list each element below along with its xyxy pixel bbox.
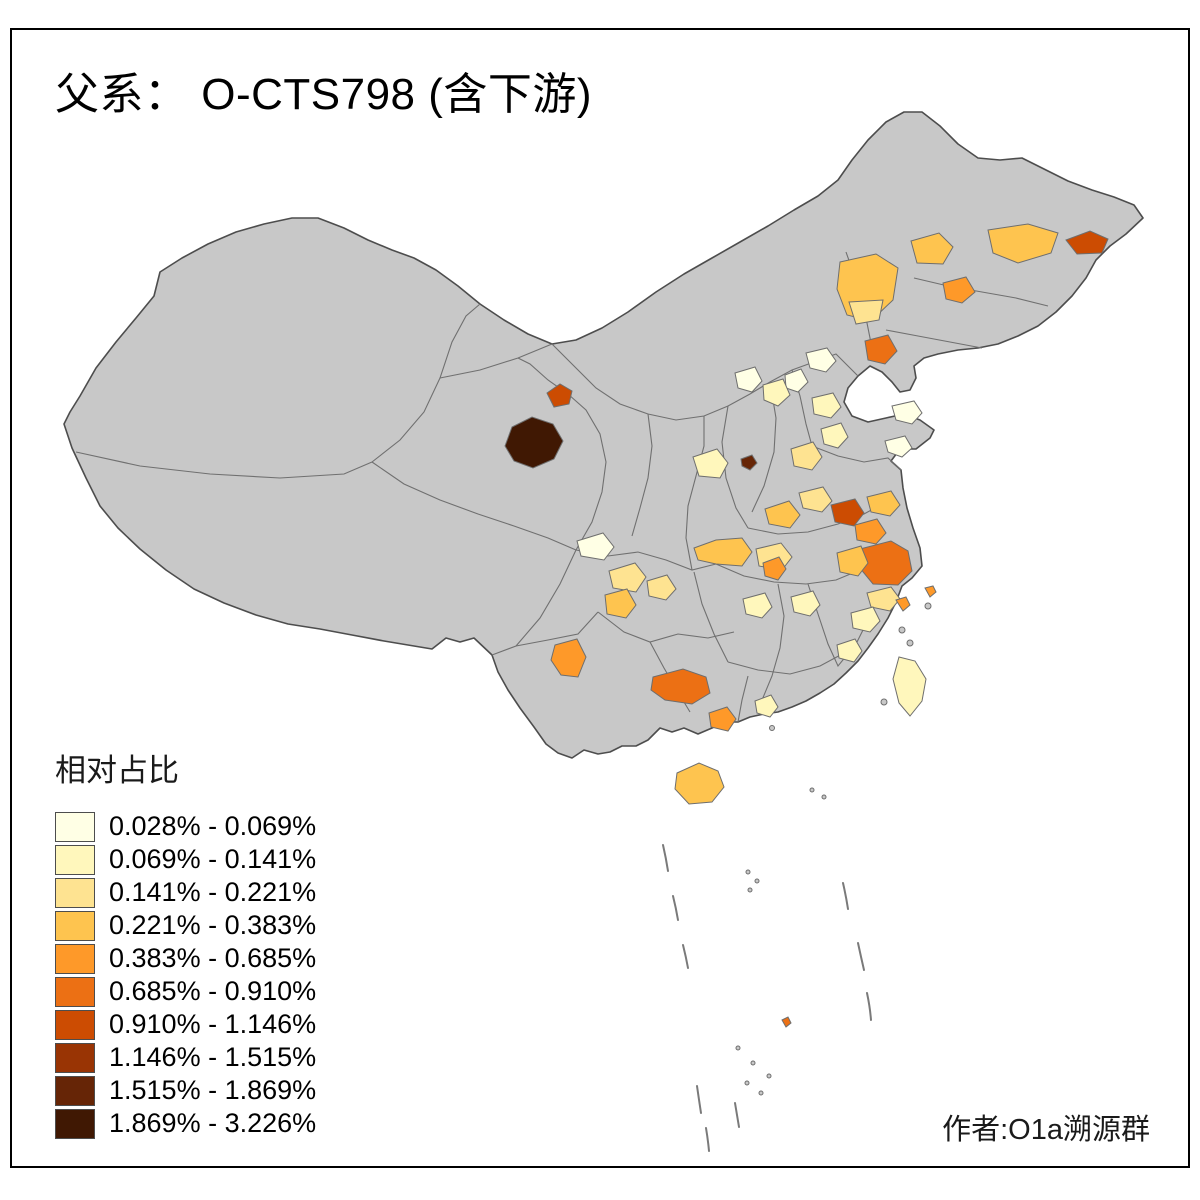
legend-item: 0.383% - 0.685% (55, 942, 316, 975)
map-region-neimenggu-east-south (848, 299, 884, 325)
map-region-anhui-bengbu (854, 518, 887, 545)
credit: 作者:O1a溯源群 (942, 1114, 1150, 1146)
legend-swatch (55, 877, 95, 908)
map-region-heilongjiang-west (910, 232, 954, 265)
map-region-zhoushan-dot (924, 585, 937, 598)
map-region-jilin-central (942, 276, 976, 304)
map-region-zhejiang-north (866, 586, 901, 612)
legend-item: 0.910% - 1.146% (55, 1008, 316, 1041)
page-title: 父系： O-CTS798 (含下游) (55, 70, 593, 119)
map-region-sichuan-south (604, 588, 637, 619)
map-region-jiangsu-north (866, 490, 901, 517)
map-region-anhui-north (830, 498, 865, 527)
legend-swatch (55, 976, 95, 1007)
legend-rows: 0.028% - 0.069% 0.069% - 0.141% 0.141% - 0… (55, 810, 316, 1140)
legend-label: 0.685% - 0.910% (109, 976, 317, 1006)
map-region-gansu-jiuquan (546, 383, 573, 408)
nine-dash-line (662, 844, 872, 1152)
map-region-scs-islet (781, 1016, 792, 1028)
map-region-henan-east (798, 486, 833, 513)
legend-swatch (55, 910, 95, 941)
colored-regions (504, 223, 1109, 1028)
legend-label: 0.221% - 0.383% (109, 910, 317, 940)
legend-swatch (55, 943, 95, 974)
china-landmass (63, 111, 1144, 759)
legend-item: 0.685% - 0.910% (55, 975, 316, 1008)
map-region-sichuan-aba (576, 532, 615, 561)
legend-label: 0.028% - 0.069% (109, 811, 317, 841)
legend-swatch (55, 811, 95, 842)
map-region-chongqing (646, 574, 677, 601)
map-region-shaanxi-north (692, 448, 729, 479)
map-region-liaoning-shenyang (864, 334, 898, 365)
map-region-heilongjiang-east (1065, 230, 1109, 255)
legend-swatch (55, 1075, 95, 1106)
map-region-heilongjiang-central (987, 223, 1059, 264)
legend-label: 1.515% - 1.869% (109, 1075, 317, 1105)
map-region-shandong-south (884, 435, 913, 458)
legend-swatch (55, 1108, 95, 1139)
legend-item: 1.869% - 3.226% (55, 1107, 316, 1140)
legend-item: 0.221% - 0.383% (55, 909, 316, 942)
legend-swatch (55, 844, 95, 875)
map-region-jiangxi-north (790, 590, 821, 617)
legend-label: 1.146% - 1.515% (109, 1042, 317, 1072)
map-region-taiwan (892, 656, 927, 717)
map-region-henan-central (764, 500, 801, 529)
map-region-ningbo-dot (895, 596, 911, 612)
legend-item: 0.028% - 0.069% (55, 810, 316, 843)
map-region-anhui-hefei (836, 545, 869, 577)
map-region-shandong-peninsula (891, 400, 923, 425)
legend-item: 0.069% - 0.141% (55, 843, 316, 876)
legend-label: 0.383% - 0.685% (109, 943, 317, 973)
legend-swatch (55, 1009, 95, 1040)
legend-item: 1.515% - 1.869% (55, 1074, 316, 1107)
legend-label: 0.910% - 1.146% (109, 1009, 317, 1039)
small-islands (735, 602, 932, 1096)
legend-item: 0.141% - 0.221% (55, 876, 316, 909)
legend-item: 1.146% - 1.515% (55, 1041, 316, 1074)
map-region-hebei-baoding (762, 378, 791, 407)
map-region-shanxi-north (734, 366, 763, 393)
legend-label: 1.869% - 3.226% (109, 1108, 317, 1138)
map-region-hunan-north (742, 592, 773, 619)
map-region-sichuan-chengdu (608, 562, 647, 593)
legend-label: 0.069% - 0.141% (109, 844, 317, 874)
province-borders (75, 251, 1049, 723)
map-region-fujian-coast (836, 638, 863, 663)
map-region-qinghai-haixi (504, 416, 564, 469)
map-region-hubei-west (693, 537, 753, 567)
map-region-shanxi-dark-dot (740, 454, 758, 471)
map-region-shandong-west (820, 422, 849, 449)
legend-swatch (55, 1042, 95, 1073)
legend-title: 相对占比 (55, 753, 179, 788)
map-region-guangxi-south (708, 706, 737, 732)
map-region-hebei-shijiazhuang (790, 441, 823, 471)
map-region-hebei-tangshan (811, 392, 842, 419)
map-region-guangdong-west (754, 694, 779, 718)
map-region-hubei-spot (762, 556, 787, 581)
map-region-hebei-chengde (805, 347, 837, 373)
legend-label: 0.141% - 0.221% (109, 877, 317, 907)
map-region-zhejiang-south (850, 606, 881, 633)
map-region-guizhou-guangxi (650, 668, 711, 705)
legend: 相对占比 0.028% - 0.069% 0.069% - 0.141% 0.141… (55, 745, 316, 1140)
map-region-yunnan-central (550, 638, 587, 678)
map-region-hainan (674, 762, 725, 805)
